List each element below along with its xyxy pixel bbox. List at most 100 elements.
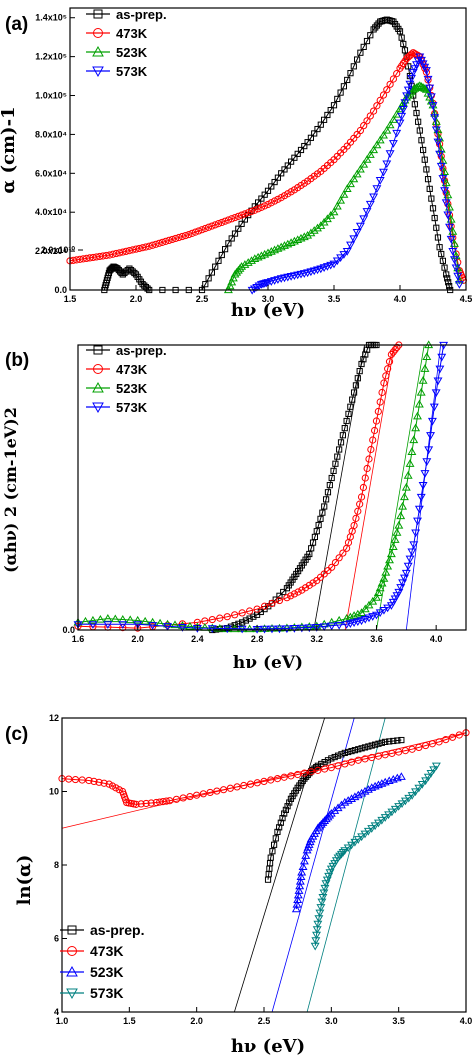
data-point [368,742,375,749]
data-point [175,233,183,242]
data-point [208,615,216,624]
data-point [103,614,113,622]
data-point [426,432,436,440]
data-point [102,251,110,260]
data-point [423,166,430,173]
data-point [367,445,375,454]
data-point [284,803,291,810]
data-point [253,779,261,787]
data-point [286,799,293,806]
data-point [322,496,330,503]
data-point [446,214,456,223]
data-point [214,220,223,228]
data-point [340,847,350,855]
data-point [403,471,413,479]
data-point [269,848,276,855]
data-point [314,915,324,923]
data-point [418,83,428,91]
data-point [71,775,80,784]
data-point [416,82,426,90]
legend-marker [66,965,78,977]
data-point [448,248,458,256]
data-point [335,852,345,861]
data-point [357,833,367,842]
data-point [292,899,302,908]
data-point [390,805,400,814]
data-point [162,237,170,245]
data-point [274,828,281,836]
series-473k [58,729,470,808]
data-point [344,76,351,84]
data-point [228,215,236,223]
data-point [133,621,143,629]
data-point [350,521,358,530]
data-point [443,190,453,199]
y-tick-label: 6 [54,934,59,944]
data-point [407,50,416,58]
data-point [373,780,383,789]
data-point [220,786,228,794]
x-tick-label: 3.5 [328,294,341,304]
data-point [273,244,283,252]
data-point [418,482,428,490]
data-point [421,777,431,786]
data-point [235,225,242,232]
data-point [331,558,340,567]
y-tick-label: 1.2x10⁵ [35,52,67,62]
data-point [207,623,217,632]
data-point [389,75,397,83]
data-point [260,777,268,785]
data-point [76,255,84,263]
data-point [238,211,246,219]
data-point [315,909,325,918]
data-point [238,220,245,227]
data-point [256,251,266,260]
data-point [399,574,409,583]
x-tick-label: 2.8 [251,634,264,644]
y-tick-label: 8.0x10⁴ [35,129,67,139]
data-point [213,787,221,795]
data-point [294,770,302,779]
y-tick-label: 6.0x10⁴ [35,168,67,178]
data-point [398,579,408,588]
data-point [82,254,91,262]
data-point [205,275,212,282]
data-point [340,797,350,806]
panel-3: 1.0 1.5 2.0 2.5 3.0 3.5 4.0 4 6 8 10 12 (c) hν (eV) ln… [5,713,472,1057]
data-point [228,273,238,282]
data-point [314,766,322,774]
data-point [321,759,328,766]
data-point [368,613,378,621]
data-point [313,920,323,929]
data-point [247,256,256,264]
data-point [218,218,226,227]
data-point [383,604,393,613]
data-point [360,604,370,613]
data-point [384,811,394,820]
data-point [402,92,412,101]
data-point [356,368,363,375]
data-point [330,467,337,474]
series-573k [310,762,441,951]
data-point [359,483,368,492]
data-point [345,620,355,628]
data-point [429,205,437,212]
data-point [367,825,377,833]
data-point [413,411,422,420]
data-point [325,810,335,819]
x-tick-label: 4.0 [460,1016,473,1026]
data-point [371,593,381,601]
data-point [411,101,418,108]
data-point [405,459,415,467]
data-point [352,229,362,237]
data-point [343,844,353,853]
data-point [264,187,272,194]
data-point [416,387,426,396]
data-point [323,812,333,821]
data-point [110,614,120,623]
legend-label: 573K [116,64,148,79]
data-point [282,625,292,634]
series-as-prep- [209,341,380,634]
data-point [399,492,409,501]
data-point [431,762,441,771]
